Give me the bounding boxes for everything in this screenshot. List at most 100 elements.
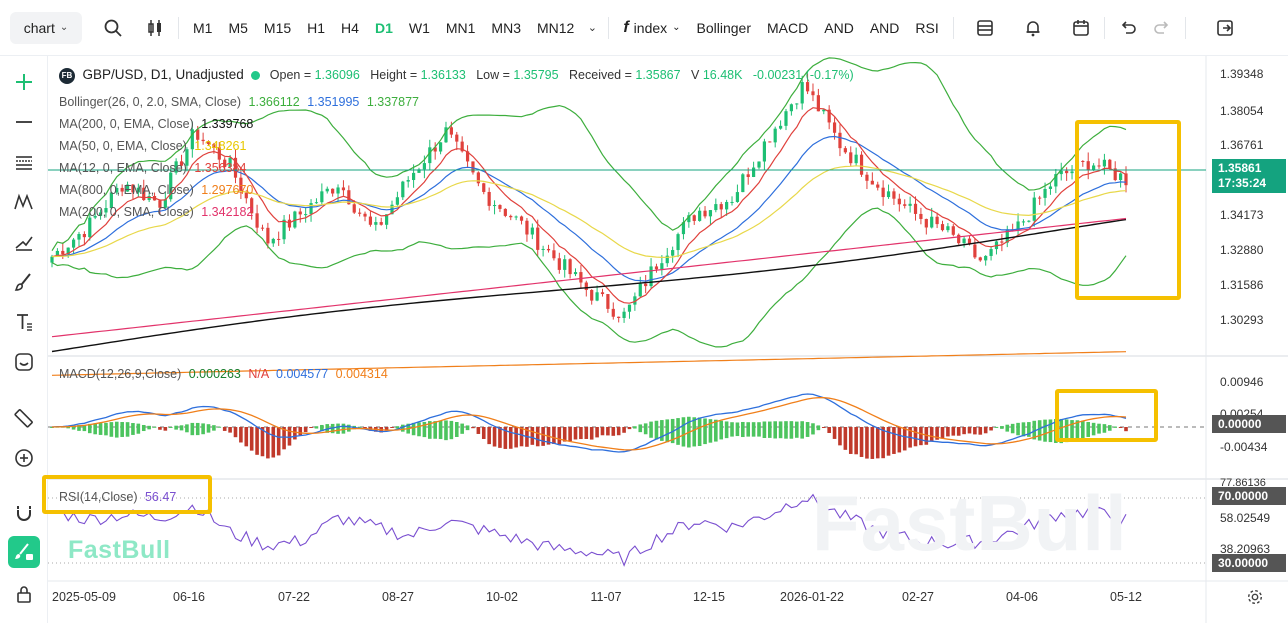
- exit-fullscreen-icon[interactable]: [1208, 11, 1242, 45]
- highlight-box-rsi: [42, 475, 212, 514]
- macd-axis-label: 0.00946: [1220, 375, 1264, 389]
- macd-histogram-bar: [649, 421, 653, 438]
- candle: [455, 131, 459, 151]
- rsi-mid-label: 58.02549: [1220, 511, 1271, 525]
- candle: [428, 139, 432, 170]
- text-tool-icon[interactable]: [8, 306, 40, 338]
- candle: [282, 215, 286, 244]
- candle: [438, 142, 443, 155]
- candle: [854, 147, 858, 167]
- indicator-and[interactable]: AND: [824, 19, 854, 36]
- macd-histogram-bar: [897, 427, 902, 453]
- candle: [886, 184, 891, 199]
- timeframe-d1[interactable]: D1: [374, 19, 393, 36]
- macd-histogram-bar: [703, 418, 707, 445]
- timeframe-mn1[interactable]: MN1: [445, 19, 476, 36]
- macd-histogram-bar: [357, 426, 362, 428]
- candle: [487, 187, 491, 211]
- candle: [768, 141, 772, 143]
- redo-icon[interactable]: [1145, 11, 1179, 45]
- rsi-layer: [51, 493, 1127, 567]
- macd-histogram-bar: [1113, 426, 1118, 428]
- macd-label: MACD(12,26,9,Close): [59, 367, 182, 381]
- timeframe-w1[interactable]: W1: [408, 19, 430, 36]
- search-icon[interactable]: [96, 11, 130, 45]
- macd-histogram-bar: [1064, 419, 1069, 443]
- macd-histogram-bar: [498, 427, 502, 448]
- projection-icon[interactable]: [8, 226, 40, 258]
- macd-histogram-bar: [838, 427, 842, 446]
- index-dropdown[interactable]: f index ⌄: [615, 12, 688, 44]
- candle: [784, 108, 788, 131]
- macd-histogram-bar: [973, 427, 977, 435]
- candle-style-icon[interactable]: [138, 11, 172, 45]
- candle: [741, 173, 745, 193]
- macd-histogram-bar: [579, 427, 583, 440]
- candle: [1097, 158, 1101, 169]
- candle: [185, 147, 189, 172]
- emoji-icon[interactable]: [8, 346, 40, 378]
- candle: [951, 224, 955, 237]
- timeframe-mn3[interactable]: MN3: [491, 19, 521, 36]
- ma50-legend: MA(50, 0, EMA, Close) 1.348261: [59, 139, 246, 153]
- macd-histogram-bar: [994, 426, 999, 428]
- crosshair-icon[interactable]: [8, 66, 40, 98]
- candle: [962, 236, 966, 248]
- current-price-tag: 1.35861 17:35:24: [1212, 159, 1286, 193]
- brush-icon[interactable]: [8, 266, 40, 298]
- timeframe-mn12[interactable]: MN12: [536, 19, 575, 36]
- chart-type-dropdown[interactable]: chart ⌄: [10, 11, 82, 44]
- macd-histogram-bar: [913, 427, 918, 447]
- timeframe-h4[interactable]: H4: [341, 19, 359, 36]
- macd-histogram-bar: [1048, 419, 1053, 443]
- indicator-and[interactable]: AND: [869, 19, 900, 36]
- magnet-icon[interactable]: [8, 496, 40, 528]
- trend-line-icon[interactable]: [8, 106, 40, 138]
- macd-histogram-bar: [660, 420, 664, 441]
- indicator-macd[interactable]: MACD: [767, 19, 809, 36]
- ruler-icon[interactable]: [8, 402, 40, 434]
- candle: [250, 197, 254, 220]
- macd-histogram-bar: [638, 424, 643, 433]
- bollinger-lower-line: [51, 207, 1127, 348]
- chevron-down-icon[interactable]: ⌄: [587, 22, 597, 34]
- candle: [411, 164, 416, 188]
- indicator-rsi[interactable]: RSI: [915, 19, 939, 36]
- undo-icon[interactable]: [1111, 11, 1145, 45]
- rsi-legend: RSI(14,Close) 56.47: [59, 490, 176, 504]
- lock-drawing-icon[interactable]: [8, 536, 40, 568]
- macd-histogram-bar: [390, 427, 394, 428]
- timeframe-h1[interactable]: H1: [307, 19, 326, 36]
- macd-histogram-bar: [751, 422, 756, 437]
- candle: [239, 170, 243, 199]
- macd-histogram-bar: [244, 427, 249, 447]
- horizontal-lines-icon[interactable]: [8, 146, 40, 178]
- candle: [395, 191, 400, 206]
- candle: [795, 103, 799, 110]
- zoom-in-icon[interactable]: [8, 442, 40, 474]
- macd-histogram-bar: [886, 427, 891, 456]
- settings-gear-icon[interactable]: [1246, 588, 1264, 606]
- pattern-icon[interactable]: [8, 186, 40, 218]
- timeframe-m5[interactable]: M5: [228, 19, 248, 36]
- macd-histogram-bar: [665, 419, 670, 443]
- timeframe-m1[interactable]: M1: [193, 19, 213, 36]
- macd-histogram-bar: [1016, 422, 1020, 436]
- candle: [1102, 153, 1107, 175]
- alert-bell-icon[interactable]: [1016, 11, 1050, 45]
- layout-icon[interactable]: [968, 11, 1002, 45]
- macd-histogram-bar: [989, 427, 993, 431]
- macd-histogram-bar: [255, 427, 259, 455]
- function-icon: f: [623, 18, 629, 36]
- lock-icon[interactable]: [8, 578, 40, 610]
- timeframe-m15[interactable]: M15: [263, 19, 292, 36]
- indicator-bollinger[interactable]: Bollinger: [696, 19, 752, 36]
- calendar-replay-icon[interactable]: [1064, 11, 1098, 45]
- macd-histogram-bar: [865, 427, 869, 459]
- candle: [638, 276, 642, 298]
- chart-area[interactable]: FastBull FastBull FB GBP/USD, D1, Unadju…: [42, 56, 1288, 623]
- date-axis-label: 04-06: [1006, 590, 1038, 604]
- macd-histogram-bar: [676, 418, 680, 445]
- ma800-line: [51, 351, 1127, 376]
- candle: [843, 146, 847, 154]
